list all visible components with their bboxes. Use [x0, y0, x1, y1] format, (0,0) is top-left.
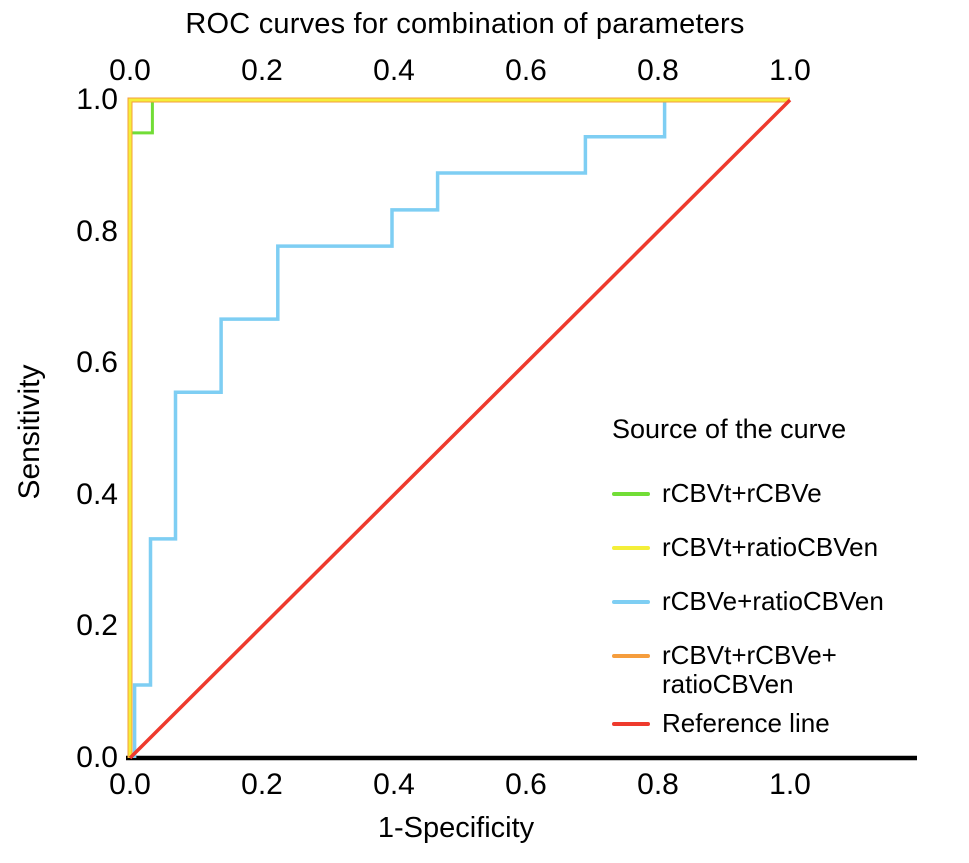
x-bottom-tick: 0.0: [109, 768, 151, 801]
x-top-tick: 0.4: [373, 54, 415, 87]
legend-label: Reference line: [662, 708, 830, 738]
x-top-tick: 0.6: [505, 54, 547, 87]
legend-color-swatch: [612, 546, 650, 550]
legend-entry: rCBVt+rCBVe+ ratioCBVen: [612, 641, 884, 699]
series-line-rCBVt+ratioCBVen: [128, 98, 790, 758]
legend: Source of the curve rCBVt+rCBVe rCBVt+ra…: [612, 414, 884, 763]
y-axis-ticks: 1.0 0.8 0.6 0.4 0.2 0.0: [22, 0, 118, 863]
legend-color-swatch: [612, 722, 650, 726]
legend-title: Source of the curve: [612, 414, 847, 444]
x-top-tick: 0.2: [241, 54, 283, 87]
y-tick: 1.0: [76, 83, 118, 116]
legend-label: rCBVt+ratioCBVen: [662, 532, 879, 562]
y-tick: 0.4: [76, 478, 118, 511]
x-top-tick: 0.8: [637, 54, 679, 87]
x-bottom-tick: 0.4: [373, 768, 415, 801]
x-top-tick: 1.0: [769, 54, 811, 87]
series-line-Reference line: [128, 98, 792, 760]
legend-label: rCBVe+ratioCBVen: [662, 586, 884, 616]
legend-entry: Reference line: [612, 709, 884, 738]
x-top-tick: 0.0: [109, 54, 151, 87]
series-line-rCBVe+ratioCBVen: [132, 98, 790, 758]
legend-label: rCBVt+rCBVe: [662, 478, 822, 508]
y-tick: 0.6: [76, 346, 118, 379]
legend-entry: rCBVt+ratioCBVen: [612, 533, 884, 562]
legend-color-swatch: [612, 600, 650, 604]
x-axis-top-ticks: 0.0 0.2 0.4 0.6 0.8 1.0: [0, 54, 969, 94]
x-bottom-tick: 0.6: [505, 768, 547, 801]
legend-color-swatch: [612, 492, 650, 496]
x-axis-title: 1-Specificity: [377, 812, 535, 844]
chart-title: ROC curves for combination of parameters: [185, 8, 745, 40]
legend-entry: rCBVe+ratioCBVen: [612, 587, 884, 616]
x-bottom-tick: 0.8: [637, 768, 679, 801]
x-bottom-tick: 1.0: [769, 768, 811, 801]
y-tick: 0.0: [76, 741, 118, 774]
legend-color-swatch: [612, 654, 650, 658]
legend-label: rCBVt+rCBVe+ ratioCBVen: [662, 640, 837, 699]
x-axis-bottom-ticks: 0.0 0.2 0.4 0.6 0.8 1.0: [0, 768, 969, 808]
y-axis-title: Sensitivity: [13, 364, 46, 500]
x-bottom-tick: 0.2: [241, 768, 283, 801]
legend-entry: rCBVt+rCBVe: [612, 479, 884, 508]
y-tick: 0.2: [76, 609, 118, 642]
y-tick: 0.8: [76, 215, 118, 248]
